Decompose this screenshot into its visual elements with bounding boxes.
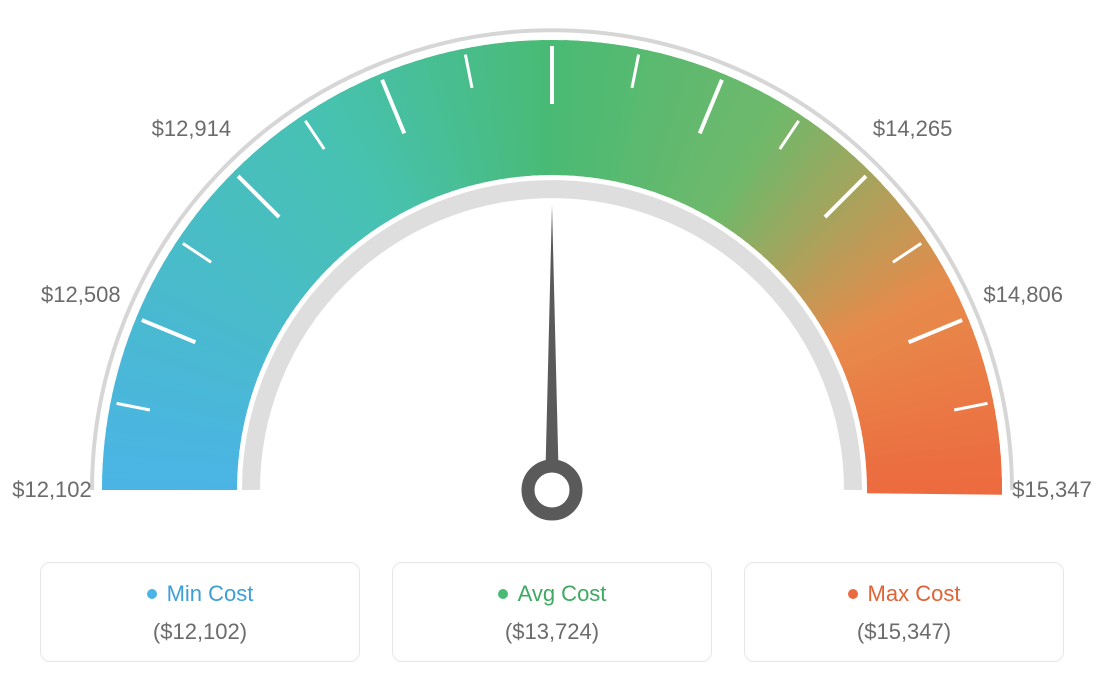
gauge-svg (0, 0, 1104, 560)
legend-row: Min Cost ($12,102) Avg Cost ($13,724) Max Co… (0, 562, 1104, 662)
legend-dot-icon (147, 589, 157, 599)
gauge-tick-label: $12,102 (12, 477, 92, 503)
gauge-tick-label: $12,508 (41, 282, 121, 308)
gauge-tick-label: $14,806 (983, 282, 1063, 308)
gauge-tick-label: $14,265 (873, 116, 953, 142)
legend-dot-icon (498, 589, 508, 599)
legend-title: Max Cost (868, 581, 961, 607)
legend-title-row: Max Cost (848, 581, 961, 607)
legend-title: Min Cost (167, 581, 254, 607)
legend-value: ($12,102) (51, 619, 349, 645)
gauge-needle (545, 205, 559, 490)
legend-title: Avg Cost (518, 581, 607, 607)
legend-value: ($13,724) (403, 619, 701, 645)
legend-value: ($15,347) (755, 619, 1053, 645)
legend-title-row: Min Cost (147, 581, 254, 607)
gauge-tick-label: $12,914 (152, 116, 232, 142)
gauge-area: $12,102$12,508$12,914$13,724$14,265$14,8… (0, 0, 1104, 560)
gauge-hub (528, 466, 576, 514)
legend-title-row: Avg Cost (498, 581, 607, 607)
cost-gauge-chart: $12,102$12,508$12,914$13,724$14,265$14,8… (0, 0, 1104, 690)
legend-card: Min Cost ($12,102) (40, 562, 360, 662)
legend-card: Max Cost ($15,347) (744, 562, 1064, 662)
gauge-tick-label: $15,347 (1012, 477, 1092, 503)
legend-card: Avg Cost ($13,724) (392, 562, 712, 662)
legend-dot-icon (848, 589, 858, 599)
